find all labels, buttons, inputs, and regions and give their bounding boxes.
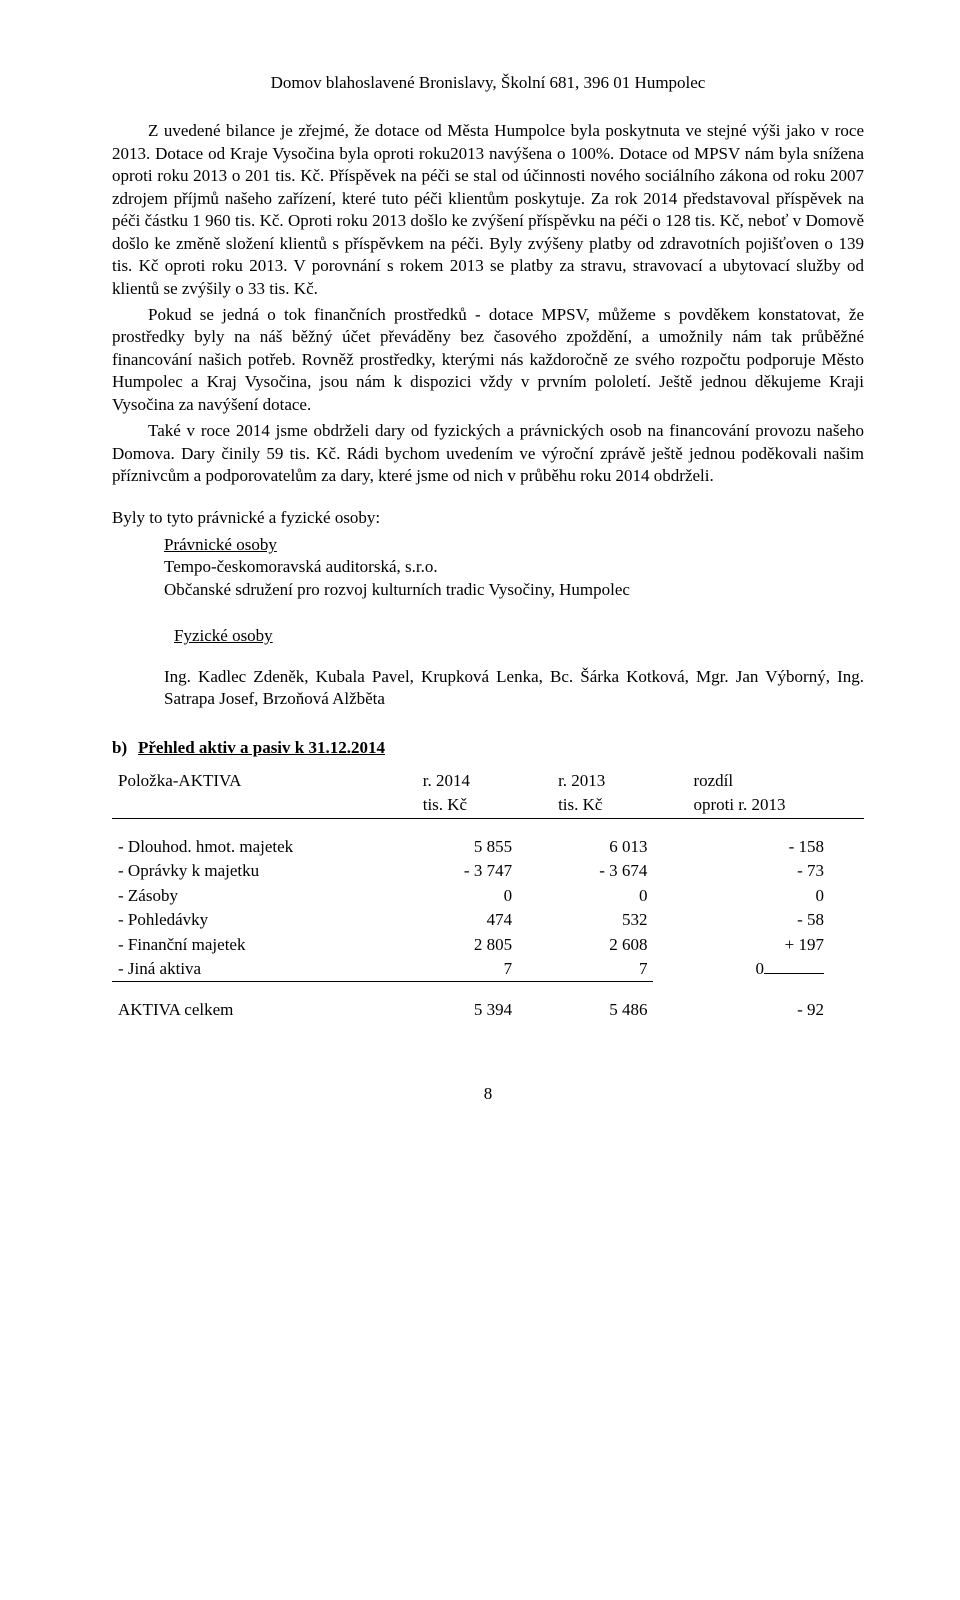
cell-2013: 6 013 — [518, 835, 653, 859]
unit-2014: tis. Kč — [383, 793, 518, 818]
section-b-title: Přehled aktiv a pasiv k 31.12.2014 — [138, 738, 385, 757]
table-row: - Pohledávky 474 532 - 58 — [112, 908, 864, 932]
legal-persons-block: Právnické osoby Tempo-českomoravská audi… — [164, 534, 864, 601]
cell-total-diff: - 92 — [653, 998, 864, 1022]
table-row: - Jiná aktiva 7 7 0 — [112, 957, 864, 982]
paragraph-2: Pokud se jedná o tok finančních prostřed… — [112, 304, 864, 416]
cell-diff: + 197 — [653, 933, 864, 957]
th-2013: r. 2013 — [518, 769, 653, 793]
cell-2014: 474 — [383, 908, 518, 932]
paragraph-4: Byly to tyto právnické a fyzické osoby: — [112, 507, 864, 529]
cell-2014: 0 — [383, 884, 518, 908]
cell-label: - Finanční majetek — [112, 933, 383, 957]
table-subheader-row: tis. Kč tis. Kč oproti r. 2013 — [112, 793, 864, 818]
page-header: Domov blahoslavené Bronislavy, Školní 68… — [112, 72, 864, 94]
cell-total-label: AKTIVA celkem — [112, 998, 383, 1022]
th-2014: r. 2014 — [383, 769, 518, 793]
cell-total-2014: 5 394 — [383, 998, 518, 1022]
cell-2013: 0 — [518, 884, 653, 908]
table-row: - Dlouhod. hmot. majetek 5 855 6 013 - 1… — [112, 835, 864, 859]
cell-diff: 0 — [653, 957, 864, 982]
cell-total-2013: 5 486 — [518, 998, 653, 1022]
cell-label: - Zásoby — [112, 884, 383, 908]
cell-2014: - 3 747 — [383, 859, 518, 883]
table-row: - Zásoby 0 0 0 — [112, 884, 864, 908]
cell-2013: - 3 674 — [518, 859, 653, 883]
cell-diff: - 73 — [653, 859, 864, 883]
section-b-heading: b)Přehled aktiv a pasiv k 31.12.2014 — [112, 737, 864, 759]
cell-diff: 0 — [653, 884, 864, 908]
legal-person-2: Občanské sdružení pro rozvoj kulturních … — [164, 579, 864, 601]
legal-persons-heading: Právnické osoby — [164, 534, 864, 556]
cell-2013: 2 608 — [518, 933, 653, 957]
cell-2013: 532 — [518, 908, 653, 932]
cell-diff: - 58 — [653, 908, 864, 932]
cell-label: - Pohledávky — [112, 908, 383, 932]
th-item: Položka-AKTIVA — [112, 769, 383, 793]
physical-persons-names: Ing. Kadlec Zdeněk, Kubala Pavel, Krupko… — [164, 666, 864, 711]
legal-person-1: Tempo-českomoravská auditorská, s.r.o. — [164, 556, 864, 578]
cell-2014: 5 855 — [383, 835, 518, 859]
paragraph-1: Z uvedené bilance je zřejmé, že dotace o… — [112, 120, 864, 300]
cell-diff: - 158 — [653, 835, 864, 859]
cell-label: - Jiná aktiva — [112, 957, 383, 982]
table-row: - Oprávky k majetku - 3 747 - 3 674 - 73 — [112, 859, 864, 883]
cell-label: - Dlouhod. hmot. majetek — [112, 835, 383, 859]
cell-label: - Oprávky k majetku — [112, 859, 383, 883]
cell-2014: 7 — [383, 957, 518, 982]
cell-2013: 7 — [518, 957, 653, 982]
unit-2013: tis. Kč — [518, 793, 653, 818]
cell-2014: 2 805 — [383, 933, 518, 957]
table-header-row: Položka-AKTIVA r. 2014 r. 2013 rozdíl — [112, 769, 864, 793]
page-number: 8 — [112, 1083, 864, 1105]
th-diff: rozdíl — [653, 769, 864, 793]
unit-diff: oproti r. 2013 — [653, 793, 864, 818]
assets-table: Položka-AKTIVA r. 2014 r. 2013 rozdíl ti… — [112, 769, 864, 1023]
physical-persons-heading: Fyzické osoby — [174, 625, 864, 647]
paragraph-3: Také v roce 2014 jsme obdrželi dary od f… — [112, 420, 864, 487]
table-total-row: AKTIVA celkem 5 394 5 486 - 92 — [112, 998, 864, 1022]
table-row: - Finanční majetek 2 805 2 608 + 197 — [112, 933, 864, 957]
